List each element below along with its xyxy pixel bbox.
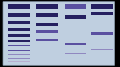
FancyBboxPatch shape: [3, 2, 115, 65]
Bar: [65, 4, 86, 9]
Bar: [36, 39, 58, 41]
Bar: [8, 58, 30, 59]
Bar: [8, 21, 30, 24]
Bar: [8, 40, 30, 42]
Bar: [8, 61, 30, 62]
Bar: [91, 4, 113, 9]
Bar: [65, 43, 86, 45]
Bar: [36, 23, 58, 26]
Bar: [91, 32, 113, 35]
Bar: [65, 15, 86, 19]
Bar: [65, 53, 86, 54]
Bar: [36, 13, 58, 17]
Bar: [8, 13, 30, 17]
Bar: [8, 28, 30, 31]
Bar: [8, 50, 30, 51]
Bar: [8, 4, 30, 9]
Bar: [91, 49, 113, 50]
Bar: [36, 4, 58, 9]
Bar: [36, 30, 58, 33]
Bar: [91, 12, 113, 15]
Bar: [8, 54, 30, 55]
Bar: [8, 45, 30, 46]
Bar: [8, 34, 30, 37]
